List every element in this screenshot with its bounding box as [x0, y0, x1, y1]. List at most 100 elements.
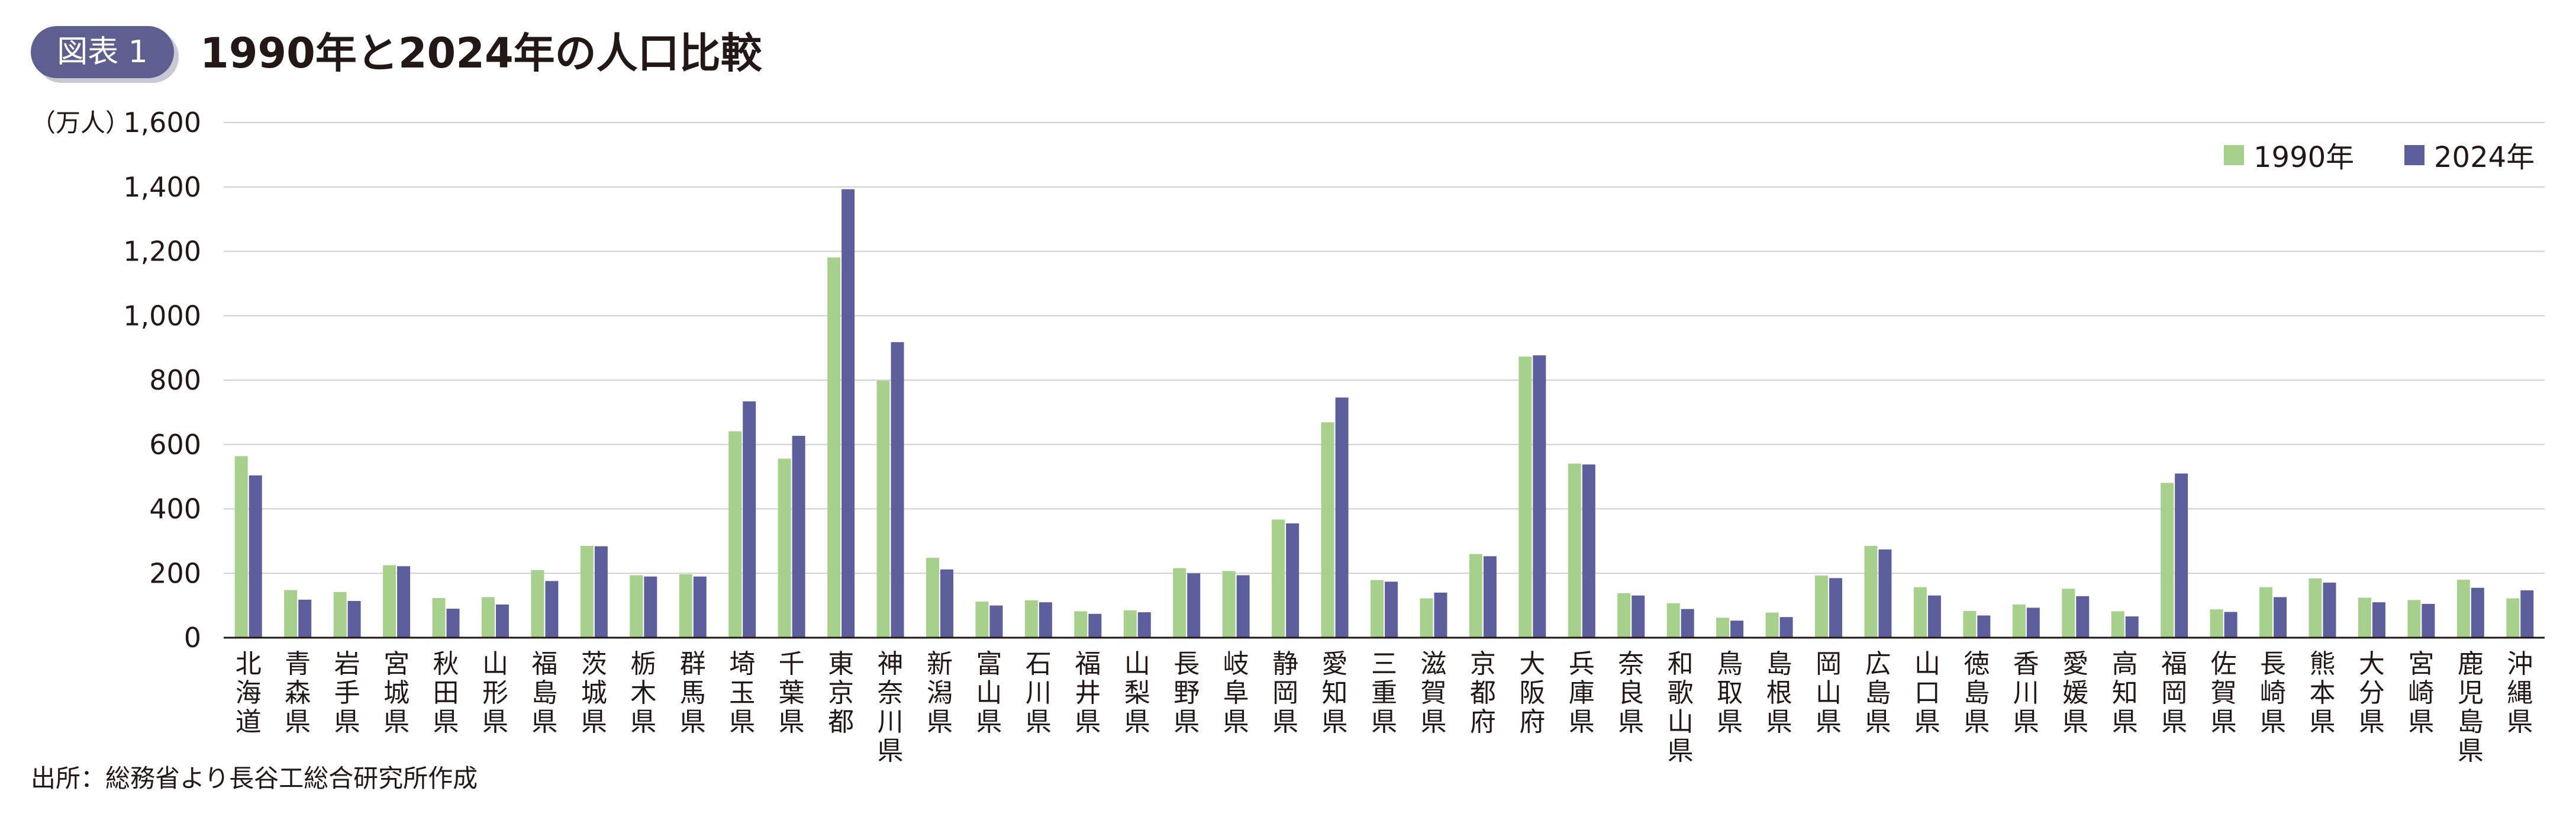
- bar-2024-10: [743, 401, 756, 638]
- x-tick-label-29: 和歌山県: [1668, 649, 1694, 764]
- bar-1990-10: [728, 431, 742, 638]
- legend-swatch-2024: [2404, 145, 2425, 165]
- bar-2024-6: [545, 581, 559, 638]
- x-tick-label-4: 秋田県: [433, 649, 459, 737]
- bar-1990-11: [778, 458, 791, 638]
- bar-chart: （万人） 0 200 400 600 800 1,000 1,200 1,400 1,600 北…: [31, 107, 2545, 764]
- x-tick-label-9: 群馬県: [680, 649, 706, 737]
- bar-1990-15: [975, 602, 989, 638]
- x-tick-label-1: 青森県: [285, 649, 311, 737]
- bar-1990-5: [481, 597, 495, 638]
- bar-2024-33: [1878, 549, 1892, 638]
- x-tick-label-7: 茨城県: [581, 649, 607, 737]
- bar-2024-8: [644, 576, 657, 638]
- x-tick-label-6: 福島県: [531, 649, 557, 737]
- bar-2024-36: [2026, 607, 2040, 638]
- bar-1990-45: [2456, 580, 2470, 638]
- x-tick-label-14: 新潟県: [927, 649, 953, 737]
- bar-1990-44: [2407, 600, 2421, 638]
- bar-1990-41: [2259, 587, 2273, 638]
- bar-1990-36: [2012, 604, 2026, 638]
- y-tick-label-400: 400: [149, 493, 201, 525]
- x-tick-label-16: 石川県: [1026, 649, 1052, 737]
- bar-2024-3: [397, 566, 411, 638]
- x-tick-label-37: 愛媛県: [2062, 649, 2088, 737]
- bar-2024-28: [1632, 595, 1645, 638]
- bar-2024-38: [2125, 616, 2139, 638]
- x-tick-label-35: 徳島県: [1964, 649, 1990, 737]
- bar-2024-15: [989, 605, 1003, 638]
- bar-2024-11: [792, 436, 805, 638]
- bar-1990-27: [1568, 463, 1581, 638]
- bar-2024-17: [1088, 613, 1102, 638]
- bar-2024-21: [1286, 523, 1300, 638]
- bar-2024-46: [2520, 590, 2534, 638]
- x-tick-label-21: 静岡県: [1272, 649, 1298, 737]
- bar-2024-30: [1730, 621, 1744, 638]
- bar-1990-13: [876, 381, 890, 638]
- bar-1990-12: [827, 257, 841, 638]
- bar-2024-12: [842, 189, 855, 638]
- y-tick-label-1200: 1,200: [123, 236, 201, 268]
- y-tick-label-200: 200: [149, 557, 201, 589]
- x-tick-label-18: 山梨県: [1124, 649, 1150, 737]
- x-tick-label-15: 富山県: [976, 649, 1002, 737]
- y-tick-label-1600: 1,600: [123, 107, 201, 139]
- bar-2024-13: [891, 342, 904, 638]
- x-tick-label-36: 香川県: [2013, 649, 2039, 737]
- bar-2024-5: [495, 604, 509, 638]
- bar-1990-26: [1518, 356, 1532, 638]
- x-tick-label-34: 山口県: [1914, 649, 1940, 737]
- bar-1990-46: [2506, 598, 2520, 638]
- bar-2024-45: [2471, 587, 2484, 638]
- bars: [234, 189, 2534, 638]
- bar-2024-9: [693, 576, 707, 638]
- bar-1990-34: [1913, 587, 1927, 638]
- bar-1990-24: [1420, 598, 1433, 638]
- bar-1990-8: [630, 575, 643, 638]
- bar-2024-20: [1236, 575, 1250, 638]
- y-tick-label-1000: 1,000: [123, 300, 201, 332]
- x-tick-label-11: 千葉県: [779, 649, 805, 737]
- bar-2024-31: [1779, 617, 1793, 638]
- bar-2024-4: [446, 609, 460, 638]
- y-tick-label-1400: 1,400: [123, 171, 201, 203]
- bar-2024-37: [2076, 596, 2090, 638]
- bar-1990-0: [234, 456, 248, 638]
- x-tick-label-40: 佐賀県: [2211, 649, 2237, 737]
- bar-1990-28: [1617, 593, 1631, 638]
- x-tick-label-39: 福岡県: [2161, 649, 2187, 737]
- bar-2024-1: [298, 599, 312, 638]
- bar-2024-18: [1137, 612, 1151, 638]
- bar-1990-6: [531, 570, 544, 638]
- legend-label-2024: 2024年: [2434, 141, 2535, 174]
- bar-2024-0: [249, 475, 262, 638]
- bar-2024-7: [594, 546, 608, 638]
- bar-2024-23: [1385, 581, 1398, 638]
- bar-2024-42: [2323, 583, 2336, 638]
- bar-1990-16: [1024, 600, 1038, 638]
- bar-1990-7: [580, 546, 594, 638]
- bar-2024-34: [1927, 595, 1941, 638]
- y-tick-label-800: 800: [149, 364, 201, 396]
- figure-badge: 図表 1: [31, 26, 174, 78]
- x-tick-label-38: 高知県: [2112, 649, 2138, 737]
- legend-swatch-1990: [2224, 145, 2244, 165]
- bar-2024-35: [1977, 615, 1991, 638]
- bar-1990-21: [1272, 519, 1285, 638]
- x-tick-label-23: 三重県: [1371, 649, 1397, 737]
- bar-2024-44: [2422, 603, 2435, 638]
- x-tick-label-33: 広島県: [1865, 649, 1891, 737]
- x-tick-label-28: 奈良県: [1618, 649, 1644, 737]
- bar-1990-39: [2161, 483, 2174, 638]
- bar-1990-29: [1666, 603, 1680, 638]
- bar-1990-30: [1716, 618, 1730, 638]
- bar-2024-43: [2372, 602, 2385, 638]
- x-tick-label-30: 鳥取県: [1717, 649, 1743, 737]
- bar-2024-2: [347, 601, 361, 638]
- bar-2024-26: [1533, 355, 1546, 638]
- x-tick-label-46: 沖縄県: [2507, 649, 2533, 737]
- y-tick-label-0: 0: [184, 622, 201, 654]
- x-tick-label-26: 大阪府: [1519, 649, 1545, 737]
- x-tick-label-42: 熊本県: [2309, 649, 2335, 737]
